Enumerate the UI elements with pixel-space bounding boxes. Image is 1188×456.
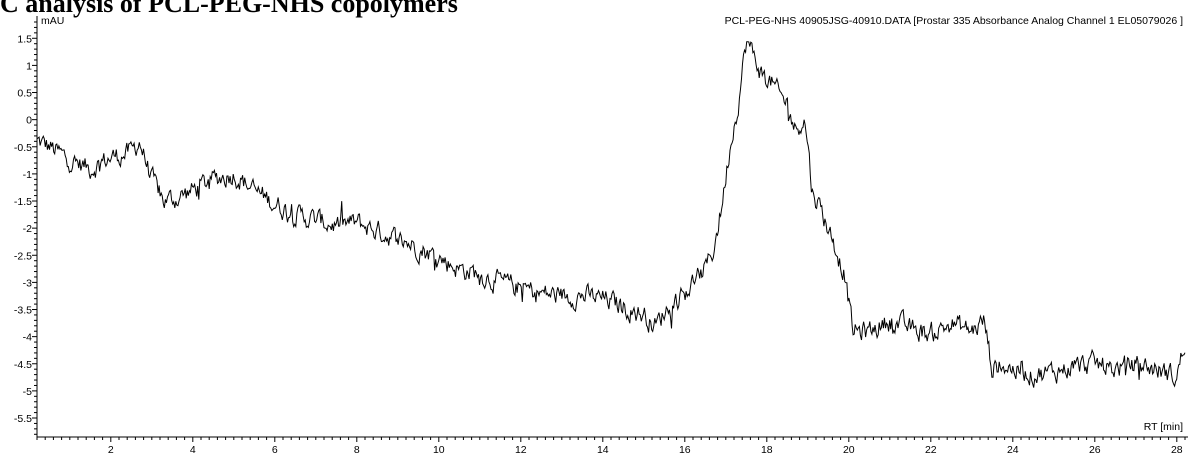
y-tick-label: -2.5	[14, 250, 32, 262]
y-tick-label: -1.5	[14, 196, 32, 208]
y-tick-label: -3.5	[14, 305, 32, 317]
page-title: C analysis of PCL-PEG-NHS copolymers	[0, 0, 458, 18]
chart-header-text: PCL-PEG-NHS 40905JSG-40910.DATA [Prostar…	[725, 15, 1183, 27]
x-tick-label: 20	[843, 444, 855, 456]
x-axis-ticks: 2 4 6 8 10 12 14 16 18 20 22 24 26 28	[36, 437, 1186, 456]
y-tick-label: -0.5	[14, 142, 32, 154]
x-tick-label: 18	[761, 444, 773, 456]
y-tick-label: 0	[26, 115, 32, 127]
y-tick-label: -4	[23, 332, 32, 344]
x-tick-label: 22	[925, 444, 937, 456]
x-tick-label: 16	[679, 444, 691, 456]
x-tick-label: 4	[190, 444, 196, 456]
y-tick-label: -1	[23, 169, 32, 181]
y-axis-label: mAU	[41, 15, 64, 27]
chromatogram-trace	[36, 41, 1186, 388]
x-tick-label: 10	[433, 444, 445, 456]
y-tick-label: -5	[23, 386, 32, 398]
x-tick-label: 28	[1171, 444, 1183, 456]
x-tick-label: 26	[1089, 444, 1101, 456]
y-tick-label: -4.5	[14, 359, 32, 371]
y-axis-ticks: 1.5 1 0.5 0 -0.5 -1 -1.5 -2 -2.5 -3 -3.5 -4 -4.5 -5 -5…	[14, 21, 37, 435]
x-axis-label: RT [min]	[1144, 421, 1183, 433]
y-tick-label: 1.5	[17, 33, 32, 45]
y-tick-label: -2	[23, 223, 32, 235]
y-tick-label: 1	[26, 60, 32, 72]
x-tick-label: 2	[108, 444, 114, 456]
chart-axes	[36, 16, 1188, 438]
x-tick-label: 24	[1007, 444, 1019, 456]
x-tick-label: 6	[272, 444, 278, 456]
y-tick-label: -3	[23, 277, 32, 289]
x-tick-label: 14	[597, 444, 609, 456]
x-tick-label: 8	[354, 444, 360, 456]
y-tick-label: 0.5	[17, 88, 32, 100]
y-tick-label: -5.5	[14, 413, 32, 425]
x-tick-label: 12	[515, 444, 527, 456]
